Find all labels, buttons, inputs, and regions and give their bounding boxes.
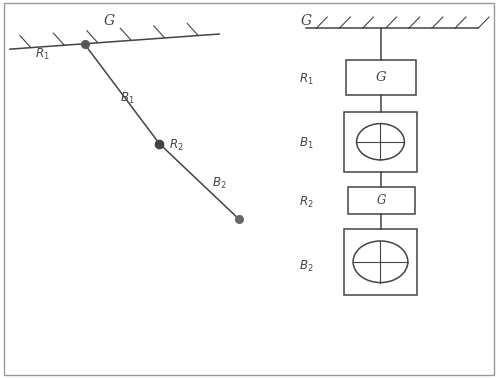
Text: $R_2$: $R_2$ (169, 138, 184, 153)
Bar (344, 112, 417, 172)
Text: $R_2$: $R_2$ (299, 195, 314, 210)
Text: $R_1$: $R_1$ (35, 47, 50, 62)
Bar (344, 229, 417, 295)
Text: G: G (375, 71, 386, 84)
Text: G: G (376, 194, 386, 207)
Bar (346, 60, 416, 94)
Text: $R_1$: $R_1$ (299, 72, 314, 87)
Text: $B_1$: $B_1$ (299, 136, 314, 151)
Text: $B_2$: $B_2$ (299, 259, 314, 274)
Text: G: G (301, 14, 312, 28)
Text: $B_2$: $B_2$ (212, 176, 227, 191)
Bar (348, 187, 415, 214)
Text: G: G (104, 14, 115, 28)
Text: $B_1$: $B_1$ (120, 91, 134, 106)
